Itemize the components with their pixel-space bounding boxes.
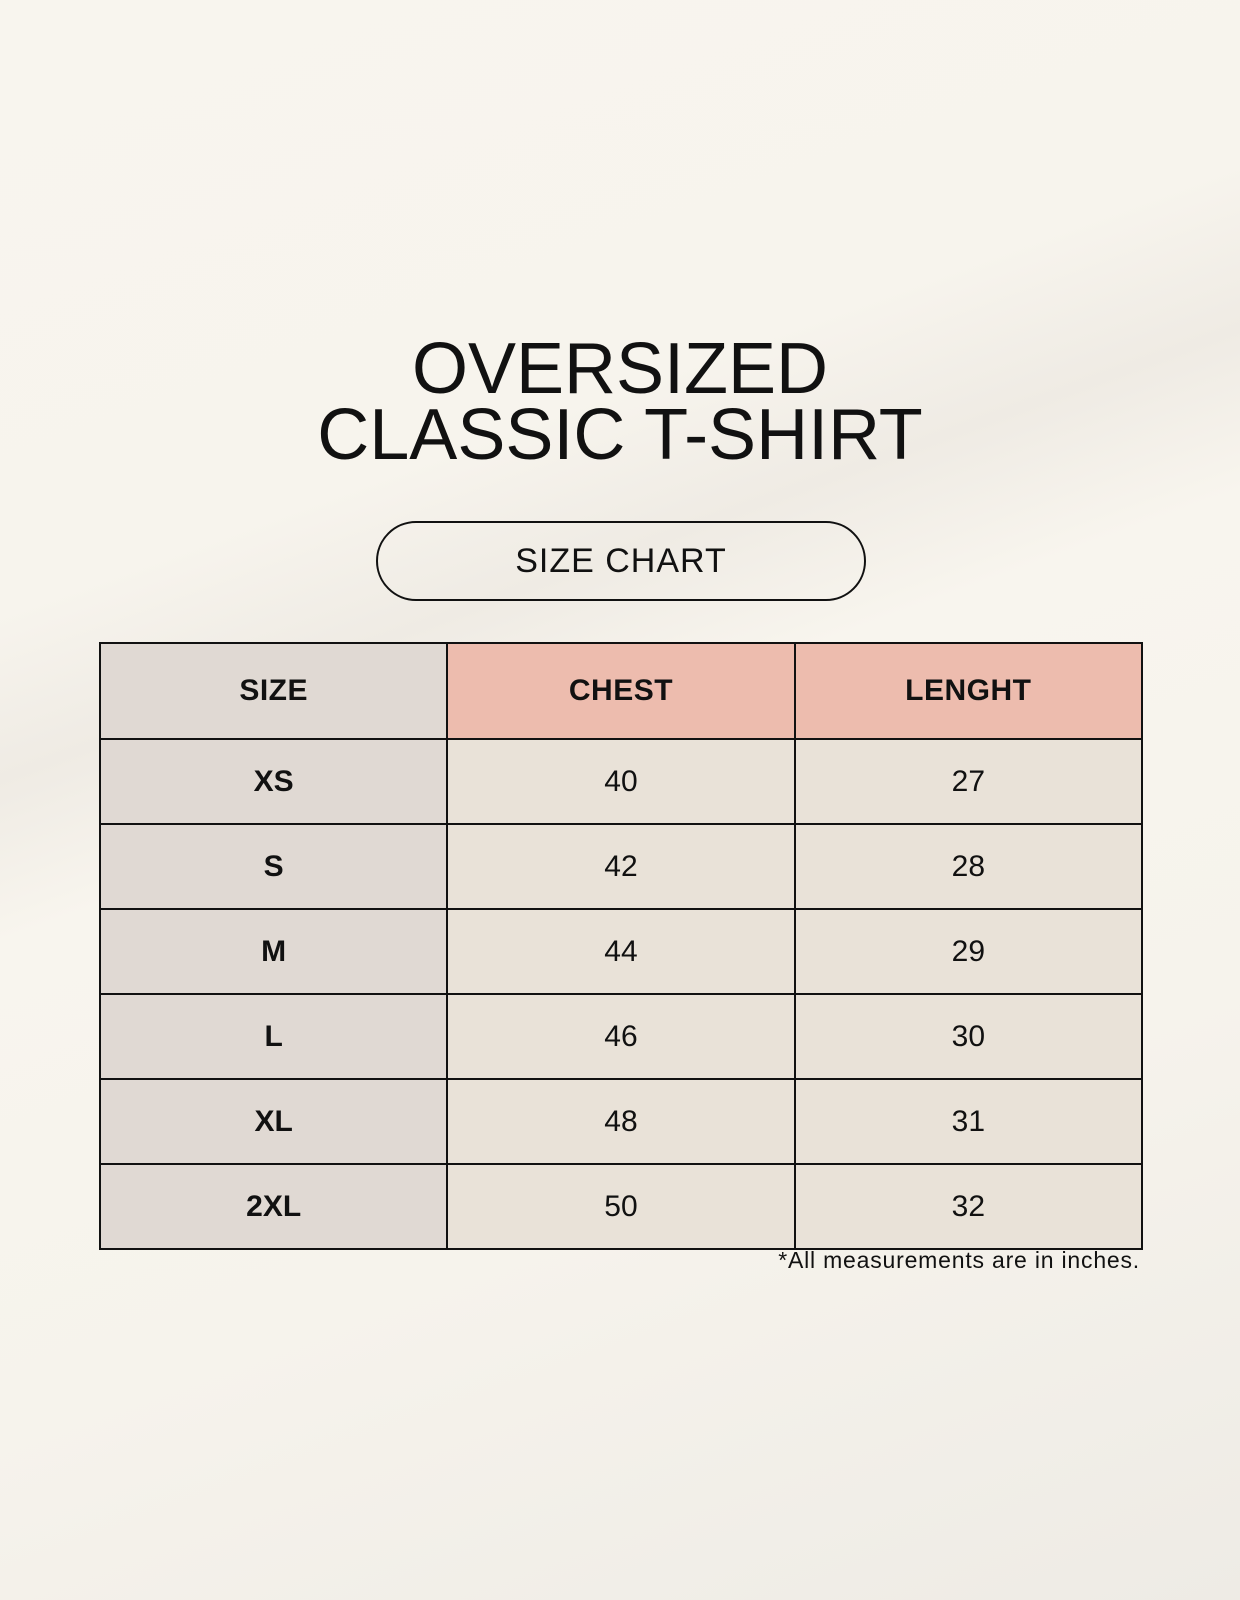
size-chart-badge: SIZE CHART: [376, 521, 866, 601]
cell-chest: 44: [446, 908, 796, 995]
footnote: *All measurements are in inches.: [778, 1247, 1140, 1273]
size-table: SIZE CHEST LENGHT XS 40 27 S 42 28 M 44 29 L 46 30 X…: [98, 642, 1144, 1250]
cell-size: 2XL: [98, 1163, 449, 1250]
table-row: L 46 30: [98, 993, 1144, 1080]
cell-chest: 48: [446, 1078, 796, 1165]
cell-length: 30: [793, 993, 1144, 1080]
cell-length: 29: [793, 908, 1144, 995]
table-row: XL 48 31: [98, 1078, 1144, 1165]
header-chest: CHEST: [446, 642, 796, 740]
cell-size: M: [98, 908, 449, 995]
header-size: SIZE: [98, 642, 449, 740]
table-row: M 44 29: [98, 908, 1144, 995]
cell-size: XL: [98, 1078, 449, 1165]
cell-length: 32: [793, 1163, 1144, 1250]
header-length: LENGHT: [793, 642, 1144, 740]
cell-size: S: [98, 823, 449, 910]
cell-chest: 40: [446, 738, 796, 825]
cell-chest: 50: [446, 1163, 796, 1250]
cell-chest: 42: [446, 823, 796, 910]
title-line-1: OVERSIZED: [411, 329, 829, 409]
cell-chest: 46: [446, 993, 796, 1080]
page-title: OVERSIZED CLASSIC T-SHIRT: [0, 329, 1240, 475]
table-row: S 42 28: [98, 823, 1144, 910]
table-header-row: SIZE CHEST LENGHT: [98, 642, 1144, 740]
cell-size: XS: [98, 738, 449, 825]
table-row: XS 40 27: [98, 738, 1144, 825]
table-row: 2XL 50 32: [98, 1163, 1144, 1250]
cell-length: 31: [793, 1078, 1144, 1165]
cell-size: L: [98, 993, 449, 1080]
cell-length: 27: [793, 738, 1144, 825]
cell-length: 28: [793, 823, 1144, 910]
title-line-2: CLASSIC T-SHIRT: [317, 395, 923, 475]
